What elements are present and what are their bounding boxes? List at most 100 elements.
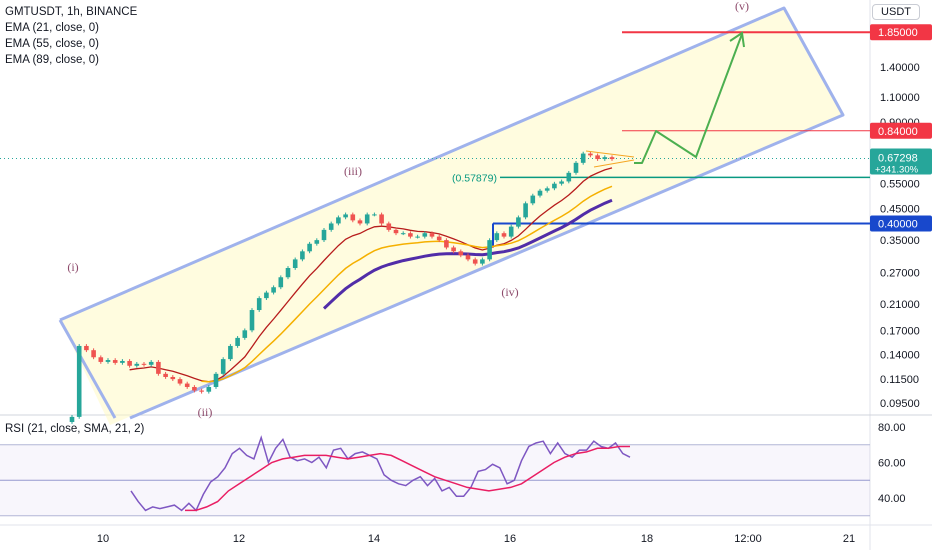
candle-body[interactable] xyxy=(256,298,262,311)
candle-body[interactable] xyxy=(314,240,320,244)
candle-body[interactable] xyxy=(112,360,118,363)
projection-path[interactable] xyxy=(634,33,743,164)
candle-body[interactable] xyxy=(105,360,111,362)
candle-body[interactable] xyxy=(249,310,255,331)
candle-body[interactable] xyxy=(530,195,536,204)
candle-body[interactable] xyxy=(415,236,420,238)
triangle-upper xyxy=(585,150,635,158)
candle-body[interactable] xyxy=(170,376,176,380)
rsi-line[interactable] xyxy=(130,435,631,512)
candle-body[interactable] xyxy=(134,363,140,366)
candle-body[interactable] xyxy=(379,214,384,224)
candle-body[interactable] xyxy=(386,223,392,230)
candle-body[interactable] xyxy=(336,217,341,224)
candle-body[interactable] xyxy=(120,360,125,363)
candle-body[interactable] xyxy=(408,233,413,237)
candle-body[interactable] xyxy=(523,203,528,218)
candle-body[interactable] xyxy=(580,153,586,163)
channel-left-edge[interactable] xyxy=(58,319,117,419)
candle-body[interactable] xyxy=(307,243,312,252)
rising-channel[interactable] xyxy=(59,6,845,420)
candle-body[interactable] xyxy=(242,330,248,338)
candle-body[interactable] xyxy=(184,383,190,387)
candle-body[interactable] xyxy=(206,386,212,392)
candle-body[interactable] xyxy=(472,259,478,264)
candle-body[interactable] xyxy=(429,233,435,237)
candle-body[interactable] xyxy=(98,357,104,362)
candle-body[interactable] xyxy=(213,373,219,387)
ema21-legend[interactable]: EMA (21, close, 0) xyxy=(5,22,99,34)
price-change-tag: +341.30% xyxy=(875,164,919,175)
candle-body[interactable] xyxy=(235,337,240,346)
candle-body[interactable] xyxy=(451,247,456,252)
currency-button[interactable]: USDT xyxy=(872,4,920,20)
target-price-tag-bg[interactable] xyxy=(870,24,932,41)
candle-body[interactable] xyxy=(220,359,226,374)
candle-body[interactable] xyxy=(177,379,183,384)
candle-body[interactable] xyxy=(199,390,204,392)
candle-body[interactable] xyxy=(141,363,147,365)
candle-body[interactable] xyxy=(321,229,327,241)
candle-body[interactable] xyxy=(372,214,377,216)
candle-body[interactable] xyxy=(271,287,276,293)
candle-body[interactable] xyxy=(480,259,485,264)
candle-body[interactable] xyxy=(609,157,615,160)
symbol-title[interactable]: GMTUSDT, 1h, BINANCE xyxy=(5,6,138,18)
candle-body[interactable] xyxy=(422,233,428,237)
candle-body[interactable] xyxy=(84,345,89,351)
rsi-sma-line[interactable] xyxy=(185,445,630,512)
candle-body[interactable] xyxy=(566,172,572,182)
candle-body[interactable] xyxy=(300,251,305,260)
support-price-tag-bg[interactable] xyxy=(870,215,932,232)
candle-body[interactable] xyxy=(264,292,269,299)
price-tick-label: 0.17000 xyxy=(880,325,920,337)
candle-body[interactable] xyxy=(127,360,132,366)
candle-body[interactable] xyxy=(595,155,600,160)
candle-body[interactable] xyxy=(458,251,464,256)
candle-body[interactable] xyxy=(228,345,233,360)
candle-body[interactable] xyxy=(537,190,543,196)
ema55-line[interactable] xyxy=(201,185,613,383)
time-tick-label: 10 xyxy=(97,533,109,545)
candle-body[interactable] xyxy=(501,233,507,237)
candle-body[interactable] xyxy=(516,217,521,227)
candle-body[interactable] xyxy=(278,277,284,288)
resistance-price-tag-bg[interactable] xyxy=(870,122,932,139)
candle-body[interactable] xyxy=(588,153,593,156)
candle-body[interactable] xyxy=(350,214,356,221)
ema55-legend[interactable]: EMA (55, close, 0) xyxy=(5,38,99,50)
candle-body[interactable] xyxy=(163,373,168,377)
candle-body[interactable] xyxy=(91,350,96,358)
current-price-tag-bg[interactable] xyxy=(870,148,932,175)
candle-body[interactable] xyxy=(465,255,471,260)
wave-label: (v) xyxy=(735,0,749,13)
candle-body[interactable] xyxy=(400,233,406,235)
candle-body[interactable] xyxy=(552,183,557,189)
candle-body[interactable] xyxy=(357,220,363,224)
candle-body[interactable] xyxy=(436,236,442,241)
candle-body[interactable] xyxy=(393,229,399,234)
rsi-legend[interactable]: RSI (21, close, SMA, 21, 2) xyxy=(5,423,145,435)
candle-body[interactable] xyxy=(573,162,579,173)
candle-body[interactable] xyxy=(69,416,75,422)
candle-body[interactable] xyxy=(156,361,161,374)
candle-body[interactable] xyxy=(444,240,449,248)
candle-body[interactable] xyxy=(494,233,500,241)
candle-body[interactable] xyxy=(364,214,370,224)
candle-body[interactable] xyxy=(148,361,154,365)
candle-body[interactable] xyxy=(602,157,608,160)
candle-body[interactable] xyxy=(487,240,492,260)
candle-body[interactable] xyxy=(285,268,291,278)
time-tick-label: 12 xyxy=(233,533,245,545)
candle-body[interactable] xyxy=(192,386,197,391)
price-tick-label: 1.10000 xyxy=(880,92,920,104)
candle-body[interactable] xyxy=(76,345,82,417)
candle-body[interactable] xyxy=(292,259,298,269)
candle-body[interactable] xyxy=(343,214,348,218)
candle-body[interactable] xyxy=(328,223,334,230)
candle-body[interactable] xyxy=(508,226,514,237)
candle-body[interactable] xyxy=(544,188,550,191)
ema89-legend[interactable]: EMA (89, close, 0) xyxy=(5,54,99,66)
candle-body[interactable] xyxy=(559,181,564,184)
